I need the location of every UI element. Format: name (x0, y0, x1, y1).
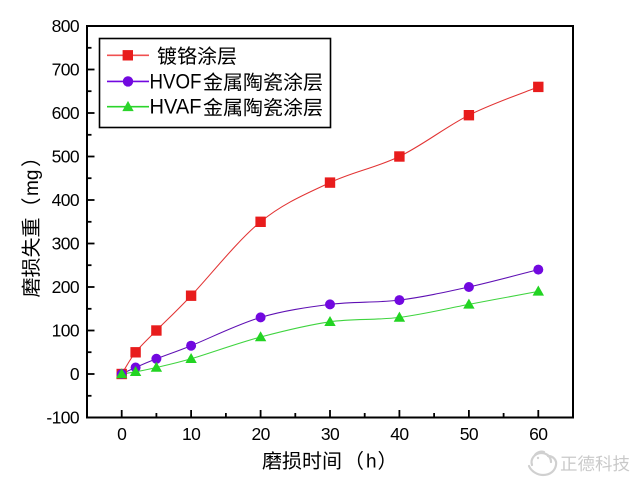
svg-text:800: 800 (52, 16, 80, 36)
svg-text:10: 10 (182, 424, 201, 444)
svg-text:HVAF: HVAF (150, 96, 202, 119)
svg-text:30: 30 (321, 424, 340, 444)
svg-text:20: 20 (251, 424, 270, 444)
svg-text:700: 700 (52, 60, 80, 80)
svg-text:400: 400 (52, 190, 80, 210)
svg-text:200: 200 (52, 277, 80, 297)
svg-text:50: 50 (460, 424, 479, 444)
svg-text:mg: mg (22, 170, 43, 196)
svg-text:500: 500 (52, 147, 80, 167)
svg-text:60: 60 (529, 424, 548, 444)
svg-text:40: 40 (390, 424, 409, 444)
svg-text:0: 0 (70, 364, 80, 384)
svg-text:-100: -100 (46, 408, 79, 428)
svg-text:h: h (366, 452, 377, 473)
svg-text:HVOF: HVOF (150, 70, 202, 93)
svg-text:300: 300 (52, 234, 80, 254)
svg-text:600: 600 (52, 103, 80, 123)
svg-text:100: 100 (52, 321, 80, 341)
svg-text:0: 0 (117, 424, 127, 444)
